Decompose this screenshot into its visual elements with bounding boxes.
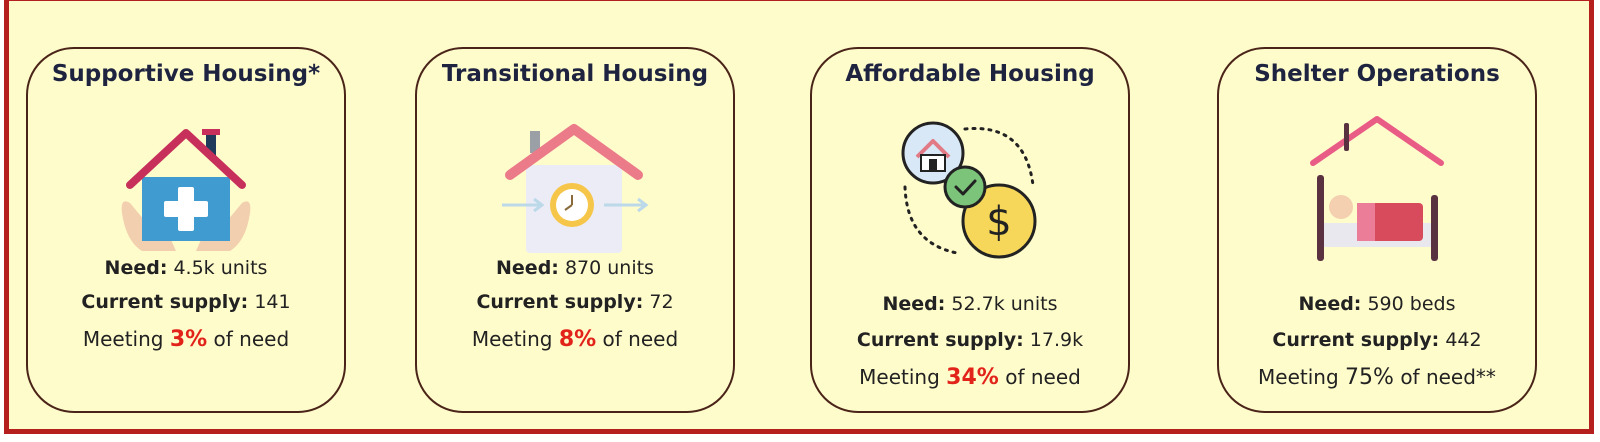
supply-line: Current supply: 442 bbox=[1272, 329, 1482, 351]
supply-line: Current supply: 141 bbox=[81, 291, 291, 313]
affordable-housing-card: Affordable Housing $ Need: 52.7k units C… bbox=[810, 47, 1130, 413]
meeting-line: Meeting 8% of need bbox=[471, 327, 679, 352]
need-line: Need: 590 beds bbox=[1298, 293, 1456, 315]
supportive-housing-card: Supportive Housing* Need: 4.5k units Cur… bbox=[26, 47, 346, 413]
need-line: Need: 870 units bbox=[496, 257, 654, 279]
meeting-percent: 34% bbox=[946, 365, 999, 390]
meeting-line: Meeting 75% of need** bbox=[1258, 365, 1496, 390]
supply-line: Current supply: 72 bbox=[476, 291, 674, 313]
card-title: Transitional Housing bbox=[441, 61, 709, 87]
house-with-medical-cross-in-hands-icon bbox=[121, 129, 251, 251]
supply-line: Current supply: 17.9k bbox=[856, 329, 1084, 351]
need-line: Need: 52.7k units bbox=[882, 293, 1058, 315]
house-check-dollar-icon: $ bbox=[901, 121, 1037, 259]
infographic-panel: Supportive Housing* Need: 4.5k units Cur… bbox=[4, 0, 1594, 434]
card-title: Supportive Housing* bbox=[51, 61, 321, 87]
house-with-clock-icon bbox=[502, 124, 649, 253]
shelter-operations-card: Shelter Operations Need: 590 beds Curren… bbox=[1217, 47, 1537, 413]
need-line: Need: 4.5k units bbox=[104, 257, 268, 279]
card-title: Shelter Operations bbox=[1254, 61, 1500, 87]
meeting-line: Meeting 34% of need bbox=[859, 365, 1081, 390]
card-title: Affordable Housing bbox=[845, 61, 1095, 87]
shelter-bed-icon bbox=[1310, 116, 1444, 261]
svg-text:$: $ bbox=[986, 199, 1011, 245]
meeting-line: Meeting 3% of need bbox=[82, 327, 290, 352]
meeting-percent: 3% bbox=[169, 327, 208, 352]
meeting-percent: 8% bbox=[558, 327, 597, 352]
transitional-housing-card: Transitional Housing Need: 870 units Cur… bbox=[415, 47, 735, 413]
meeting-percent: 75% bbox=[1345, 365, 1394, 390]
